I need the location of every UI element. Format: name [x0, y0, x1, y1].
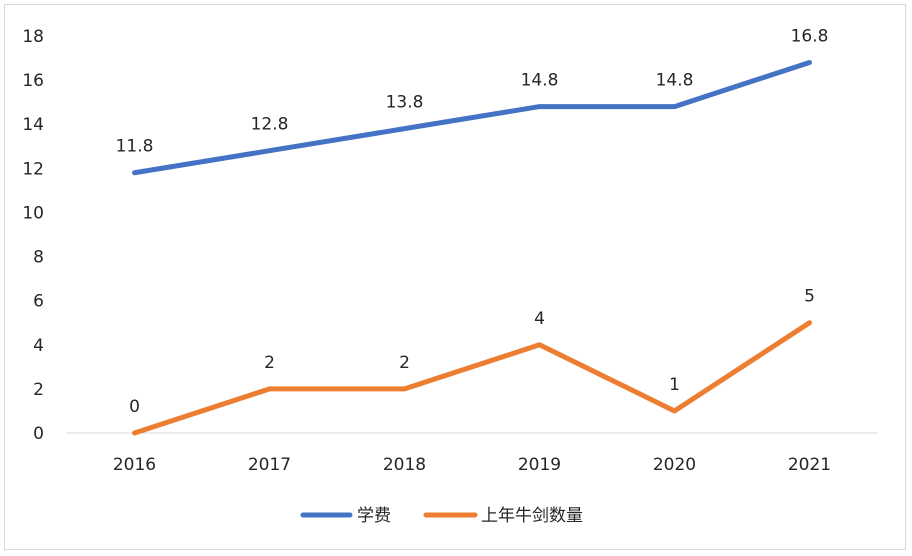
x-tick-label: 2019 [518, 455, 561, 475]
y-tick-label: 4 [33, 336, 44, 356]
data-label: 0 [129, 397, 140, 417]
legend-label: 上年牛剑数量 [481, 506, 583, 526]
y-tick-label: 2 [33, 380, 44, 400]
data-label: 12.8 [251, 115, 289, 135]
data-label: 1 [669, 375, 680, 395]
y-tick-label: 0 [33, 424, 44, 444]
y-tick-label: 8 [33, 248, 44, 268]
data-label: 14.8 [656, 71, 694, 91]
y-tick-label: 10 [22, 203, 44, 223]
data-label: 13.8 [386, 93, 424, 113]
data-labels-layer: 11.8 12.8 13.8 14.8 14.8 16.8 0 2 2 4 1 5 [116, 26, 829, 417]
x-tick-label: 2021 [788, 455, 831, 475]
y-tick-label: 12 [22, 159, 44, 179]
x-tick-label: 2020 [653, 455, 696, 475]
y-tick-label: 18 [22, 27, 44, 47]
data-label: 2 [399, 353, 410, 373]
x-tick-label: 2018 [383, 455, 426, 475]
x-axis-ticks: 2016 2017 2018 2019 2020 2021 [113, 455, 831, 475]
y-tick-label: 16 [22, 71, 44, 91]
y-axis-ticks: 0 2 4 6 8 10 12 14 16 18 [22, 27, 44, 444]
legend: 学费 上年牛剑数量 [300, 506, 583, 526]
series-line-1 [132, 59, 812, 176]
data-label: 11.8 [116, 137, 154, 157]
y-tick-label: 14 [22, 115, 44, 135]
series-line-2 [132, 320, 812, 436]
x-tick-label: 2017 [248, 455, 291, 475]
data-label: 5 [804, 287, 815, 307]
series-layer [132, 59, 812, 436]
y-tick-label: 6 [33, 292, 44, 312]
legend-label: 学费 [357, 506, 391, 526]
data-label: 4 [534, 309, 545, 329]
x-tick-label: 2016 [113, 455, 156, 475]
data-label: 2 [264, 353, 275, 373]
data-label: 16.8 [791, 26, 829, 46]
data-label: 14.8 [521, 71, 559, 91]
chart-frame [4, 4, 906, 550]
